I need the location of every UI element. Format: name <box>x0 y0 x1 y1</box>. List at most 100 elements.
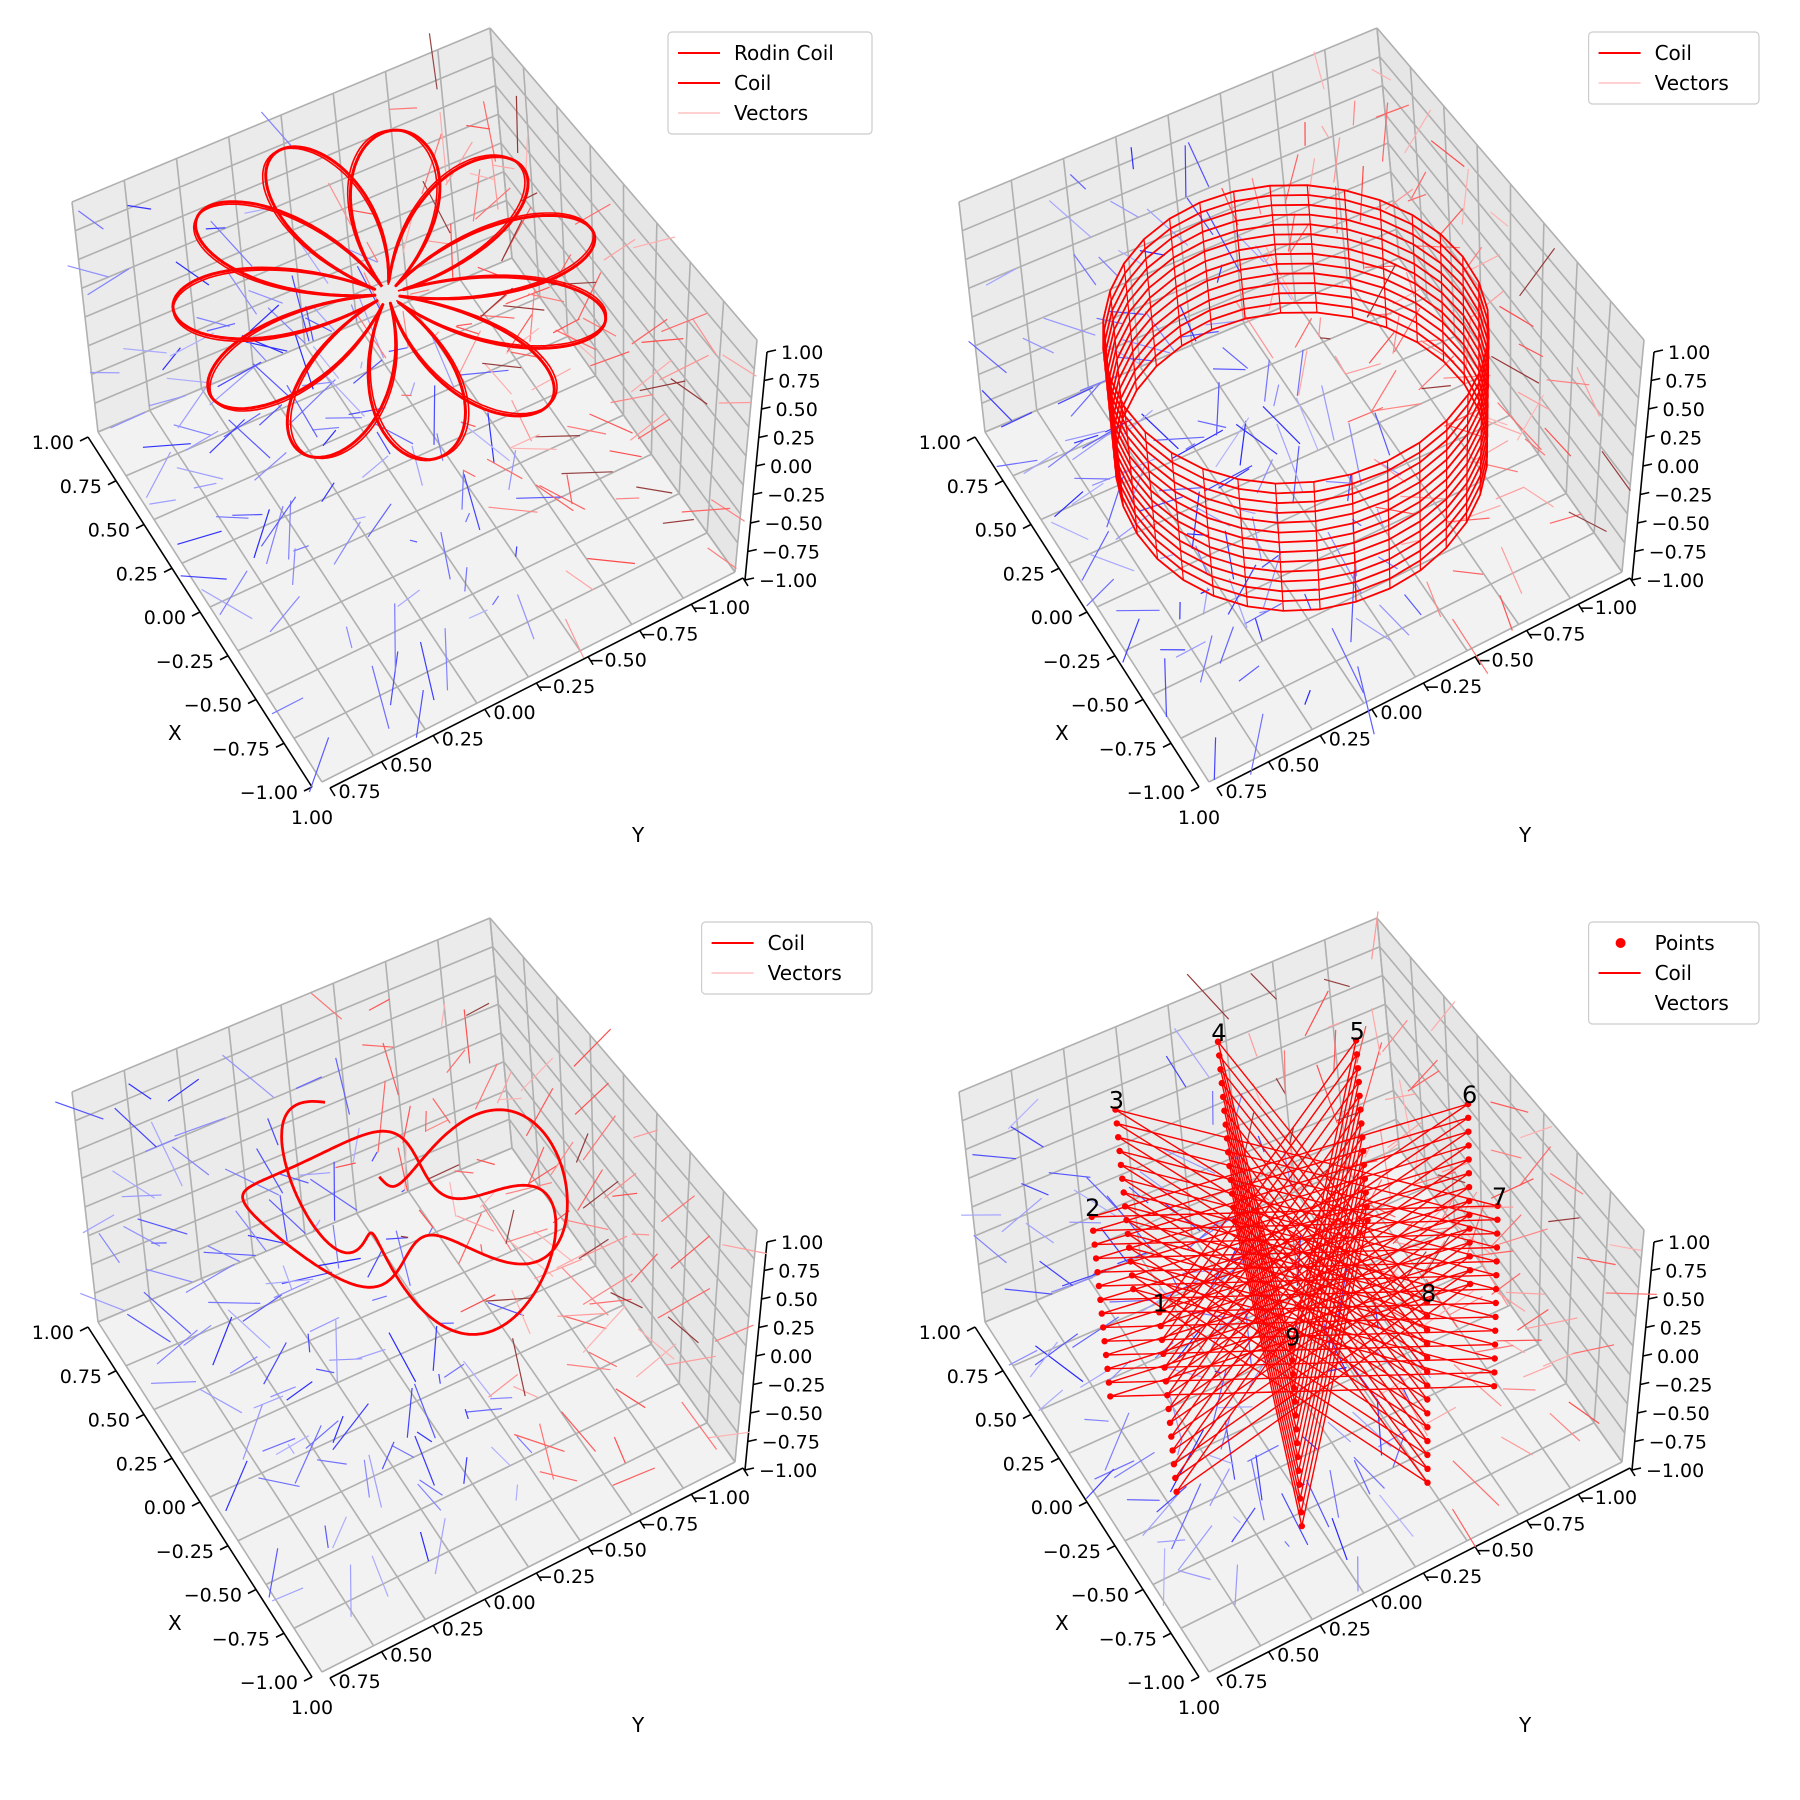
vector-arrow <box>659 354 709 381</box>
z-tick-label: 0.75 <box>778 371 820 393</box>
vector-arrow <box>714 1324 754 1342</box>
wall-gridline <box>1381 84 1640 399</box>
vector-arrow <box>1497 402 1542 451</box>
vector-arrow <box>463 473 481 531</box>
vector-arrow <box>482 101 497 162</box>
wall-gridline <box>1376 27 1645 341</box>
vector-arrow <box>1402 1388 1410 1402</box>
vector-arrow <box>262 1437 296 1452</box>
vector-arrow <box>305 1420 339 1449</box>
vector-arrow <box>468 609 488 619</box>
x-tick-label: 0.25 <box>116 563 158 585</box>
x-axis-label: X <box>168 1611 182 1635</box>
coil-rung <box>1168 218 1183 346</box>
vector-arrow <box>1073 434 1099 444</box>
vector-arrow <box>1371 68 1392 81</box>
coil-point <box>1173 1488 1180 1495</box>
vector-arrow <box>1441 1161 1472 1173</box>
coil-rung <box>1109 378 1124 507</box>
x-axis-label: X <box>1055 721 1069 745</box>
vector-arrow <box>1035 1345 1084 1383</box>
vector-arrow <box>1328 1022 1341 1028</box>
vector-arrow <box>555 329 597 351</box>
vector-arrow <box>1320 337 1331 340</box>
vector-arrow <box>1069 173 1087 190</box>
coil-point <box>1127 1258 1134 1265</box>
coil-point <box>1226 1162 1233 1170</box>
vector-arrow <box>1248 1033 1258 1057</box>
vector-arrow <box>464 567 468 592</box>
z-tick <box>1648 406 1658 410</box>
x-tick-label: −0.75 <box>1099 738 1157 760</box>
vector-arrow <box>1448 1218 1493 1256</box>
wall-gridline <box>678 261 692 494</box>
vector-arrow <box>493 164 515 170</box>
vector-arrow <box>480 1244 483 1254</box>
floor-gridline <box>459 1169 685 1489</box>
vector-arrow <box>1548 1217 1580 1223</box>
vector-arrow <box>1130 147 1134 170</box>
coil-point <box>1293 1426 1300 1433</box>
vector-arrow <box>1476 1255 1509 1307</box>
vector-arrow <box>1172 429 1224 459</box>
x-tick-label: 0.75 <box>947 476 989 498</box>
coil-point <box>1295 1467 1302 1474</box>
vector-arrow <box>507 1228 548 1243</box>
vector-arrow <box>1421 1290 1474 1328</box>
vector-arrow <box>657 1287 711 1319</box>
wall-gridline <box>1621 339 1645 573</box>
vector-arrow <box>1250 1459 1265 1521</box>
coil-point <box>1490 1383 1498 1390</box>
vector-arrow <box>143 1291 192 1335</box>
vector-arrow <box>335 1057 351 1115</box>
coil-point <box>1293 1439 1301 1447</box>
vector-arrow <box>505 1182 553 1195</box>
coil-point <box>1112 1106 1119 1113</box>
z-tick <box>1648 1296 1658 1300</box>
coil-point <box>1120 1189 1127 1196</box>
y-tick-label: −0.50 <box>1476 650 1534 672</box>
wall-gridline <box>74 946 494 1122</box>
vector-arrow <box>1156 1485 1187 1513</box>
vector-arrow <box>295 1076 323 1089</box>
x-tick <box>247 698 257 705</box>
z-tick-label: 0.75 <box>1665 1261 1707 1283</box>
y-tick <box>1422 682 1430 692</box>
vector-arrow <box>1335 186 1338 234</box>
vector-arrow <box>1001 1197 1043 1233</box>
y-tick <box>329 787 336 797</box>
y-tick <box>1629 1467 1636 1477</box>
z-tick-label: −0.50 <box>765 1403 823 1425</box>
wall-gridline <box>84 1032 502 1208</box>
vector-arrow <box>1451 1508 1477 1548</box>
x-tick <box>219 655 229 661</box>
coil-point <box>1465 1170 1473 1177</box>
vector-arrow <box>432 1325 438 1371</box>
vector-arrow <box>324 1525 329 1548</box>
x-tick <box>1078 611 1088 617</box>
vector-arrow <box>1177 1438 1183 1456</box>
coil-star-level <box>1091 1039 1499 1347</box>
vector-arrow <box>428 1164 460 1180</box>
vector-arrow <box>1568 511 1607 533</box>
vector-arrow <box>561 1411 597 1452</box>
coil-points <box>1088 1037 1501 1530</box>
x-tick-label: −0.25 <box>1043 651 1101 673</box>
wall-gridline <box>1387 142 1634 457</box>
vector-arrow <box>232 513 263 516</box>
wall-gridline <box>332 93 358 324</box>
coil-point <box>1493 1244 1501 1251</box>
vector-arrow <box>1029 1341 1058 1378</box>
wall-gridline <box>492 56 755 370</box>
vector-arrow <box>630 359 672 393</box>
wall-gridline <box>968 1003 1386 1179</box>
vector-arrow <box>253 1395 284 1409</box>
x-tick-label: 0.75 <box>947 1366 989 1388</box>
vector-arrow <box>456 323 473 327</box>
vector-arrow <box>590 351 630 367</box>
coil-rung <box>1102 319 1117 448</box>
vector-arrow <box>426 1119 449 1132</box>
coil-star-level <box>1095 1081 1498 1389</box>
vector-arrow <box>332 1516 347 1549</box>
gridlines <box>958 917 1645 1673</box>
